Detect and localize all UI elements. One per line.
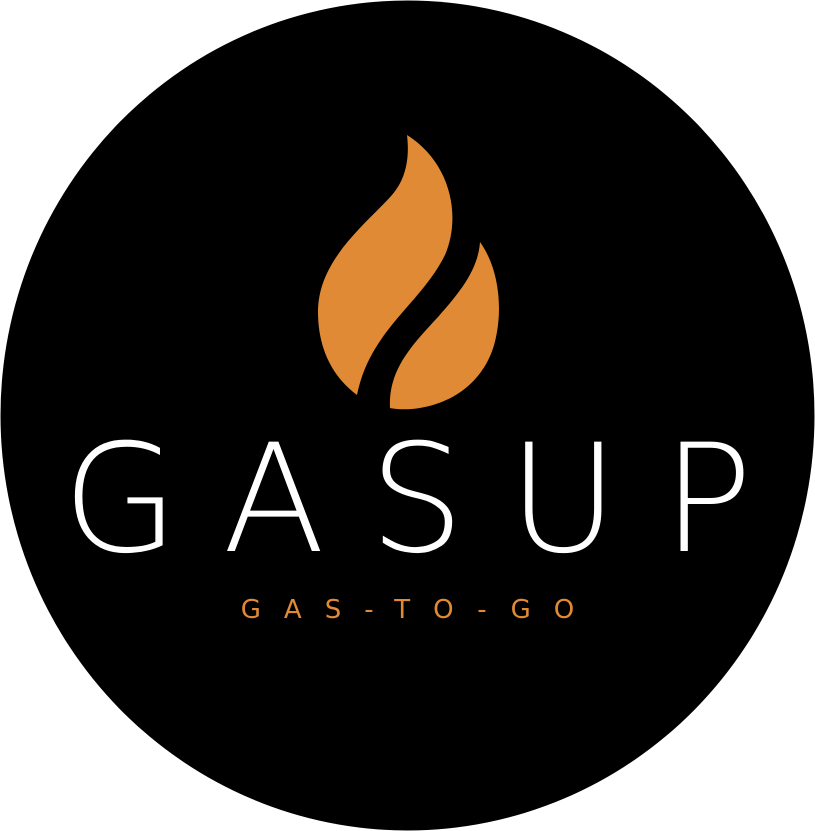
brand-name: GASUP xyxy=(62,413,797,587)
flame-right-tongue xyxy=(389,242,499,410)
flame-left-tongue xyxy=(318,135,453,395)
flame-icon xyxy=(318,135,499,410)
tagline: GAS-TO-GO xyxy=(240,595,598,625)
